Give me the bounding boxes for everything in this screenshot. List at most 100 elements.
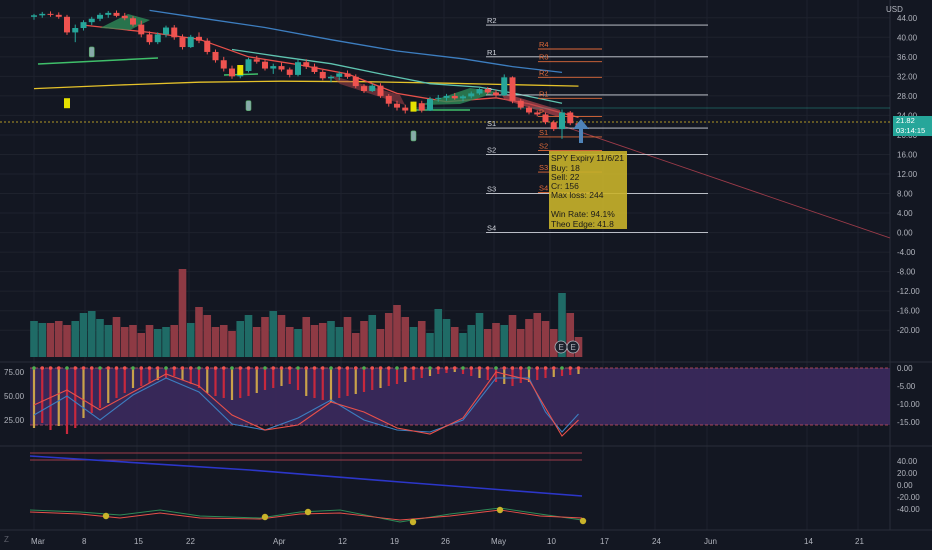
osc-dot (436, 366, 441, 370)
osc-left-tick-label: 75.00 (4, 368, 25, 377)
osc-dot (527, 366, 531, 370)
candle-body (542, 114, 549, 123)
candle-body (212, 51, 219, 61)
candle-body (196, 36, 202, 41)
candle-body (394, 103, 400, 108)
signal-dot (496, 506, 504, 514)
candle-body (336, 73, 343, 77)
ma-line (149, 9, 563, 74)
volume-bar (409, 327, 418, 357)
price-tick-label: 36.00 (897, 53, 918, 62)
signal-dot (409, 518, 417, 526)
volume-bar (360, 321, 368, 357)
candle-body (39, 13, 46, 16)
osc-dot (197, 366, 201, 370)
date-tick-label: 24 (652, 537, 661, 546)
volume-bar (335, 327, 344, 357)
volume-bar (318, 323, 327, 357)
candle-body (476, 89, 483, 94)
candle-body (113, 12, 120, 16)
volume-bar (63, 325, 71, 357)
volume-bar (137, 333, 146, 357)
candle-body (311, 66, 318, 72)
osc-line (33, 377, 579, 433)
volume-bar (38, 323, 47, 357)
osc-dot (205, 366, 210, 370)
candle-body (105, 12, 112, 15)
osc-dot (362, 366, 366, 370)
pivot-label: R4 (539, 40, 549, 49)
earnings-markers[interactable]: E E (554, 340, 580, 354)
osc-tick-label: 0.00 (897, 364, 913, 373)
pivot-label: R1 (539, 89, 549, 98)
volume-bar (269, 311, 278, 357)
candle-body (80, 22, 87, 29)
osc-dot (238, 366, 243, 370)
price-axis[interactable]: 44.00 40.00 36.00 32.00 28.00 24.00 20.00 16.00… (4, 14, 920, 514)
last-price-tag: 21.82 03:14:15 (893, 116, 932, 136)
low-tick-label: -40.00 (897, 505, 920, 514)
osc-dot (378, 366, 383, 370)
candle-body (187, 36, 194, 48)
volume-bar (145, 325, 154, 357)
osc-dot (386, 366, 391, 370)
volume-bar (195, 307, 203, 357)
price-tick-label: 4.00 (897, 209, 913, 218)
volume-bar (112, 317, 121, 357)
price-tick-label: 0.00 (897, 229, 913, 238)
volume-bar (442, 319, 451, 357)
date-tick-label: 26 (441, 537, 450, 546)
signal-dot (304, 508, 312, 516)
candle-body (484, 89, 491, 93)
signal-candle (410, 101, 417, 112)
osc-dot (180, 366, 185, 370)
osc-left-tick-label: 25.00 (4, 416, 25, 425)
volume-bar (46, 323, 55, 357)
low-tick-label: 40.00 (897, 457, 918, 466)
candle-body (493, 92, 499, 96)
osc-dot (65, 366, 69, 370)
volume-bar (549, 329, 558, 357)
price-tick-label: 32.00 (897, 72, 918, 81)
osc-dot (312, 366, 317, 370)
volume-bar (252, 327, 261, 357)
osc-dot (221, 366, 226, 370)
volume-bar (467, 325, 476, 357)
bar-countdown: 03:14:15 (896, 126, 926, 135)
volume-bar (153, 329, 162, 357)
date-tick-label: 17 (600, 537, 609, 546)
price-tick-label: 44.00 (897, 14, 918, 23)
info-line: Sell: 22 (551, 172, 580, 182)
candle-body (328, 76, 334, 79)
volume-bar (343, 317, 352, 357)
candle-body (352, 76, 359, 87)
candle-body (468, 93, 475, 97)
signal-candle (237, 65, 244, 76)
candles[interactable] (31, 10, 582, 142)
volume-bar (492, 323, 500, 357)
volume-bar (475, 313, 484, 357)
date-axis[interactable]: Mar 8 15 22 Apr 12 19 26 May 10 17 24 Jun 14 21 (31, 537, 864, 546)
price-tick-label: -12.00 (897, 287, 920, 296)
date-tick-label: 22 (186, 537, 195, 546)
price-tick-label: 40.00 (897, 33, 918, 42)
candle-body (171, 27, 178, 38)
osc-dot (271, 366, 276, 370)
volume-bar (434, 309, 443, 357)
volume-bar (450, 327, 459, 357)
osc-dot (98, 366, 102, 370)
volume-bar (104, 325, 113, 357)
volume-bar (566, 313, 575, 357)
last-price: 21.82 (896, 116, 915, 125)
signal-candle (64, 98, 70, 109)
osc-left-tick-label: 50.00 (4, 392, 25, 401)
osc-dot (40, 366, 45, 370)
volume-bar (516, 329, 525, 357)
date-tick-label: 12 (338, 537, 347, 546)
currency-label: USD (886, 5, 903, 14)
osc-dot (304, 366, 309, 370)
osc-tick-label: -5.00 (897, 382, 916, 391)
earnings-icon[interactable] (566, 340, 580, 354)
osc-dot (568, 366, 573, 370)
